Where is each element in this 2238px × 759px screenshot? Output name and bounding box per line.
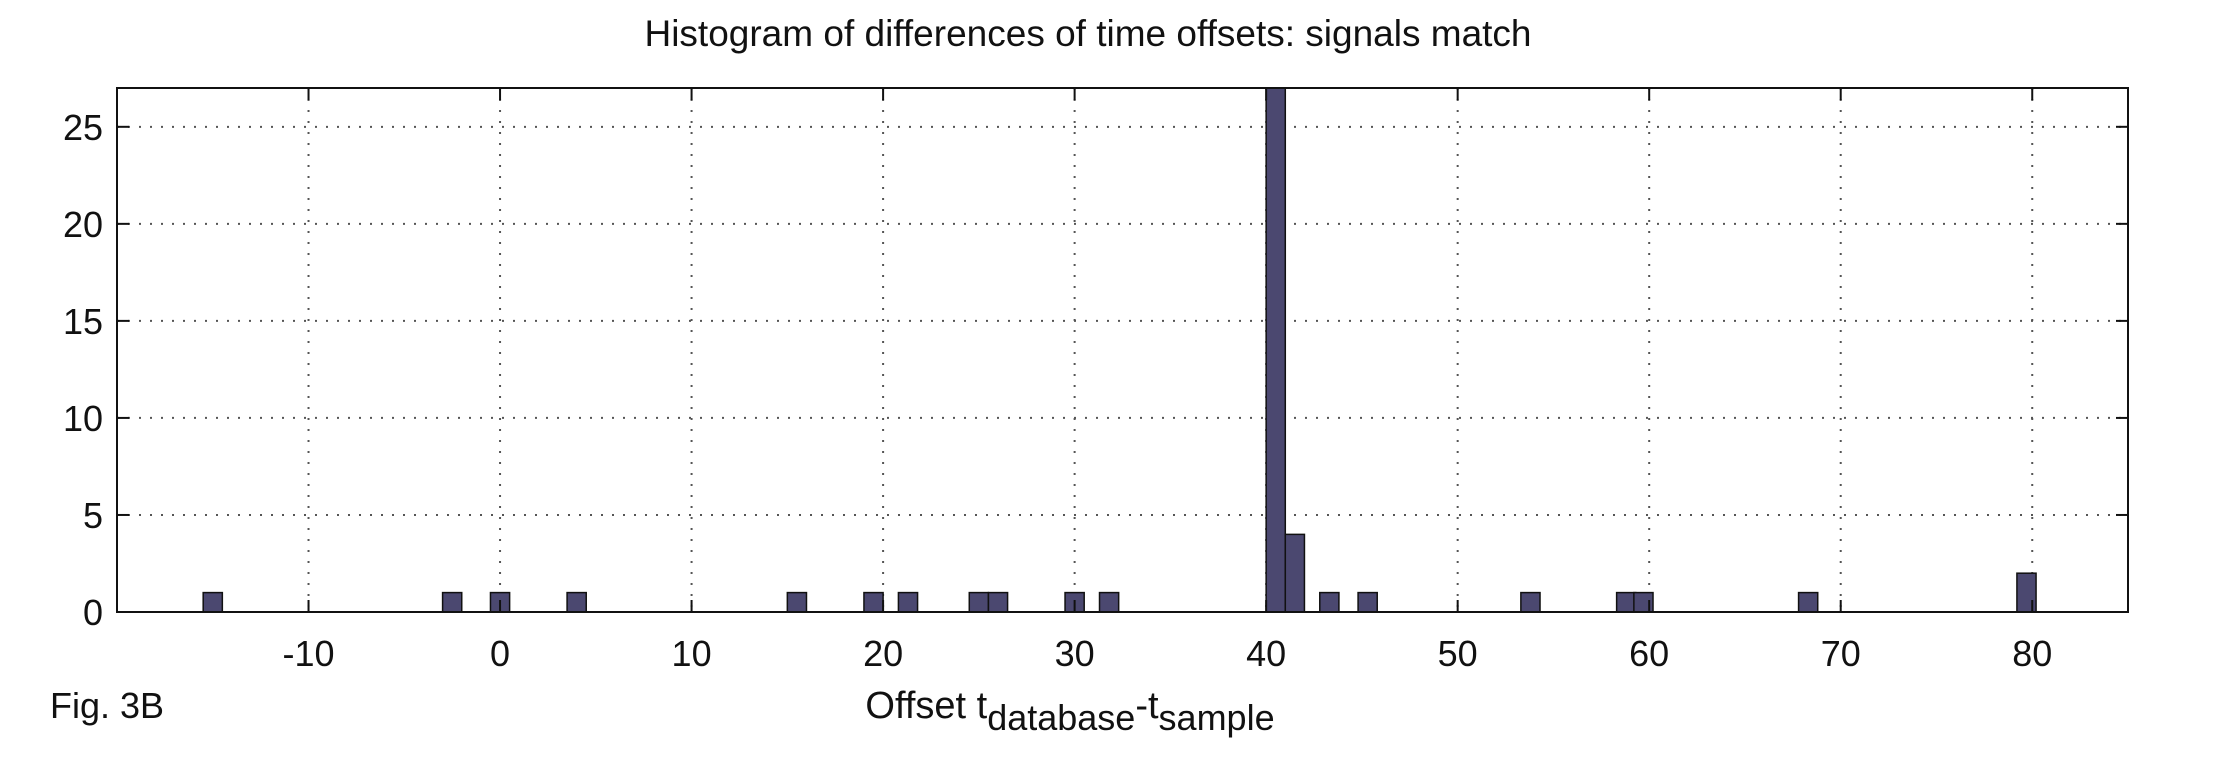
histogram-bar-1: [441, 591, 463, 613]
x-tick-label-5: 40: [1246, 633, 1286, 674]
x-tick-label-9: 80: [2012, 633, 2052, 674]
x-axis-label-sub2: sample: [1159, 697, 1275, 738]
y-tick-label-0: 0: [83, 592, 103, 633]
x-axis-label: Offset tdatabase-tsample: [865, 685, 1274, 738]
histogram-bar-8: [987, 591, 1009, 613]
histogram-bar-11: [1265, 87, 1287, 613]
x-axis: -10 0 10 20 30 40 50 60 70 80: [283, 88, 2052, 674]
histogram-bar-10: [1098, 591, 1120, 613]
x-tick-label-4: 30: [1055, 633, 1095, 674]
y-tick-label-2: 10: [63, 398, 103, 439]
histogram-bar-14: [1357, 591, 1378, 613]
y-tick-label-1: 5: [83, 495, 103, 536]
histogram-bar-6: [897, 591, 919, 613]
histogram-bar-4: [786, 591, 808, 613]
figure-label: Fig. 3B: [50, 685, 164, 726]
x-tick-label-1: 0: [490, 633, 510, 674]
histogram-bar-0: [202, 591, 224, 613]
histogram-bar-12: [1284, 533, 1306, 613]
x-tick-label-6: 50: [1438, 633, 1478, 674]
histogram-bar-5: [863, 591, 884, 613]
grid: [117, 88, 2128, 612]
histogram-bar-7: [968, 591, 990, 613]
x-tick-label-2: 10: [672, 633, 712, 674]
plot-frame: [116, 87, 2129, 613]
x-tick-label-0: -10: [283, 633, 335, 674]
histogram-bar-18: [1797, 591, 1819, 613]
x-tick-label-3: 20: [863, 633, 903, 674]
histogram-bar-13: [1319, 591, 1340, 613]
x-axis-label-main: Offset t: [865, 685, 987, 727]
x-tick-label-8: 70: [1821, 633, 1861, 674]
y-tick-label-5: 25: [63, 107, 103, 148]
histogram-bar-15: [1520, 591, 1541, 613]
y-axis: 0 5 10 15 20 25: [63, 107, 2128, 633]
x-axis-label-dash: -t: [1135, 685, 1159, 727]
x-tick-label-7: 60: [1629, 633, 1669, 674]
chart-title: Histogram of differences of time offsets…: [644, 13, 1531, 54]
y-tick-label-4: 20: [63, 204, 103, 245]
bars: [202, 87, 2037, 613]
histogram-bar-16: [1615, 591, 1637, 613]
y-tick-label-3: 15: [63, 301, 103, 342]
x-axis-label-sub1: database: [987, 697, 1135, 738]
histogram-bar-3: [566, 591, 587, 613]
